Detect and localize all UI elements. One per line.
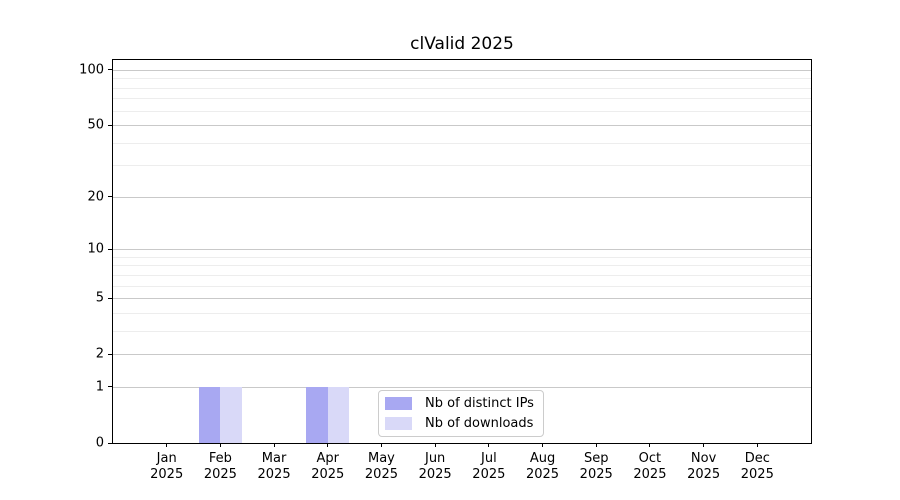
y-axis-tick <box>108 69 112 71</box>
legend-label-distinct-ips: Nb of distinct IPs <box>425 396 534 411</box>
y-minor-gridline <box>113 165 811 167</box>
year-label: 2025 <box>150 467 184 482</box>
legend-swatch-downloads <box>385 417 412 430</box>
x-axis-tick-label: Jun 2025 <box>419 451 452 483</box>
y-axis-tick-label: 50 <box>87 117 104 133</box>
x-axis-tick <box>327 443 329 447</box>
year-label: 2025 <box>740 467 774 482</box>
x-axis-tick <box>380 443 382 447</box>
month-label: Apr <box>316 451 340 466</box>
year-label: 2025 <box>472 467 506 482</box>
x-axis-tick-label: Feb 2025 <box>204 451 237 483</box>
y-major-gridline <box>113 249 811 251</box>
y-axis-tick <box>108 442 112 444</box>
x-axis-tick-label: Jul 2025 <box>472 451 505 483</box>
bar-downloads <box>327 386 350 443</box>
y-minor-gridline <box>113 330 811 332</box>
month-label: Oct <box>638 451 662 466</box>
month-label: Feb <box>208 451 232 466</box>
month-label: Jul <box>481 451 497 466</box>
chart-title: clValid 2025 <box>410 34 514 54</box>
year-label: 2025 <box>364 467 398 482</box>
month-label: Mar <box>261 451 287 466</box>
month-label: Nov <box>690 451 717 466</box>
x-axis-tick-label: Apr 2025 <box>311 451 344 483</box>
x-axis-tick-label: Mar 2025 <box>258 451 291 483</box>
y-major-gridline <box>113 125 811 127</box>
x-axis-tick-label: Oct 2025 <box>633 451 666 483</box>
y-minor-gridline <box>113 110 811 112</box>
y-axis-tick <box>108 353 112 355</box>
x-axis-tick-label: Sep 2025 <box>580 451 613 483</box>
y-minor-gridline <box>113 256 811 258</box>
y-axis-tick-label: 20 <box>87 189 104 205</box>
bar-distinct-ips <box>306 386 328 443</box>
y-minor-gridline <box>113 142 811 144</box>
x-axis-tick-label: May 2025 <box>365 451 398 483</box>
y-minor-gridline <box>113 274 811 276</box>
legend: Nb of distinct IPs Nb of downloads <box>378 390 544 437</box>
y-axis-tick <box>108 297 112 299</box>
y-axis-tick <box>108 196 112 198</box>
y-major-gridline <box>113 196 811 198</box>
legend-swatch-distinct-ips <box>385 397 412 410</box>
y-axis-tick <box>108 248 112 250</box>
x-axis-tick-label: Nov 2025 <box>687 451 720 483</box>
y-major-gridline <box>113 298 811 300</box>
month-label: May <box>368 451 395 466</box>
year-label: 2025 <box>418 467 452 482</box>
month-label: Jan <box>156 451 177 466</box>
legend-item-downloads: Nb of downloads <box>385 416 537 431</box>
y-minor-gridline <box>113 265 811 267</box>
x-axis-tick <box>434 443 436 447</box>
month-label: Jun <box>424 451 446 466</box>
y-major-gridline <box>113 386 811 388</box>
y-major-gridline <box>113 354 811 356</box>
x-axis-tick <box>756 443 758 447</box>
y-axis-tick-label: 10 <box>87 241 104 257</box>
y-axis-tick-label: 5 <box>95 290 104 306</box>
x-axis-tick-label: Jan 2025 <box>150 451 183 483</box>
y-major-gridline <box>113 69 811 71</box>
x-axis-tick-label: Aug 2025 <box>526 451 559 483</box>
year-label: 2025 <box>203 467 237 482</box>
bar-distinct-ips <box>198 386 221 443</box>
y-axis-tick-label: 1 <box>95 379 104 395</box>
year-label: 2025 <box>525 467 560 482</box>
y-axis-tick-label: 0 <box>95 435 104 451</box>
legend-label-downloads: Nb of downloads <box>425 416 534 431</box>
x-axis-tick <box>703 443 705 447</box>
month-label: Dec <box>744 451 770 466</box>
x-axis-tick <box>595 443 597 447</box>
legend-item-distinct-ips: Nb of distinct IPs <box>385 396 537 411</box>
year-label: 2025 <box>633 467 667 482</box>
x-axis-tick-label: Dec 2025 <box>741 451 774 483</box>
x-axis-tick <box>542 443 544 447</box>
month-label: Sep <box>583 451 609 466</box>
y-minor-gridline <box>113 87 811 89</box>
x-axis-tick <box>649 443 651 447</box>
x-axis-tick <box>219 443 221 447</box>
x-axis-tick <box>488 443 490 447</box>
x-axis-tick <box>273 443 275 447</box>
y-axis-tick-label: 100 <box>79 62 104 78</box>
year-label: 2025 <box>687 467 721 482</box>
y-axis-tick <box>108 124 112 126</box>
y-minor-gridline <box>113 312 811 314</box>
bar-downloads <box>220 386 242 443</box>
year-label: 2025 <box>579 467 613 482</box>
month-label: Aug <box>529 451 556 466</box>
plot-area: Nb of distinct IPs Nb of downloads 0 1 2 5 1… <box>79 59 812 482</box>
year-label: 2025 <box>257 467 291 482</box>
y-minor-gridline <box>113 285 811 287</box>
y-minor-gridline <box>113 98 811 100</box>
y-axis-tick <box>108 386 112 388</box>
y-minor-gridline <box>113 78 811 80</box>
y-axis-tick-label: 2 <box>95 346 104 362</box>
year-label: 2025 <box>311 467 345 482</box>
x-axis-tick <box>166 443 168 447</box>
